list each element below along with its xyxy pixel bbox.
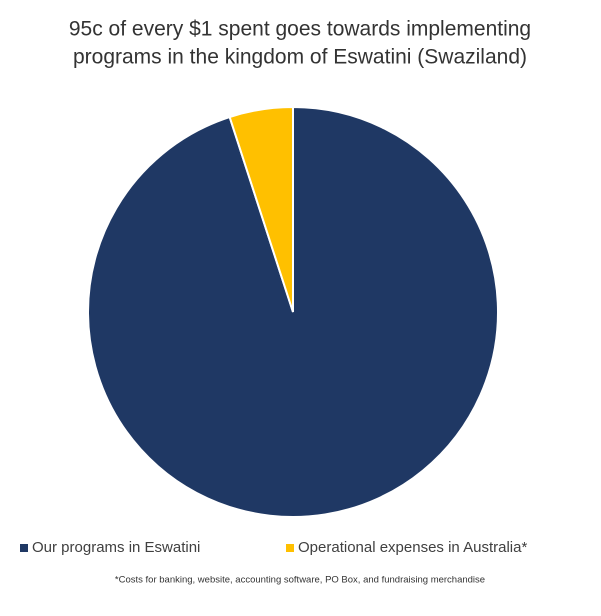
- legend-swatch: [286, 544, 294, 552]
- chart-title: 95c of every $1 spent goes towards imple…: [69, 18, 531, 41]
- legend-label: Operational expenses in Australia*: [298, 539, 527, 556]
- legend-swatch: [20, 544, 28, 552]
- pie-slice: [228, 105, 294, 313]
- chart-title: programs in the kingdom of Eswatini (Swa…: [73, 46, 527, 69]
- footnote: *Costs for banking, website, accounting …: [115, 575, 485, 586]
- legend-label: Our programs in Eswatini: [32, 539, 200, 556]
